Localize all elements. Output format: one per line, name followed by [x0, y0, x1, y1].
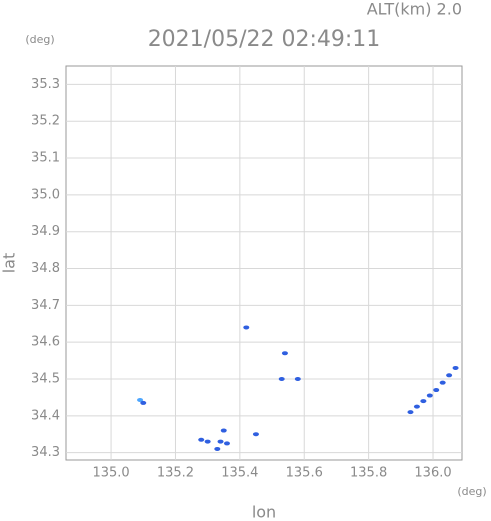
x-unit: (deg) [457, 485, 486, 498]
y-tick-label: 35.2 [31, 114, 60, 129]
echo-point [223, 441, 230, 446]
y-tick-label: 35.3 [31, 77, 60, 92]
echo-point [217, 439, 224, 444]
y-tick-label: 34.8 [31, 261, 60, 276]
echo-point [407, 410, 414, 415]
echo-point [243, 325, 250, 330]
x-tick-label: 135.4 [221, 466, 258, 481]
echo-point [204, 439, 211, 444]
x-tick-label: 135.2 [157, 466, 194, 481]
echo-point [294, 376, 301, 381]
echo-point [426, 393, 433, 398]
y-tick-label: 34.7 [31, 298, 60, 313]
altitude-label: ALT(km) 2.0 [367, 0, 462, 19]
x-tick-label: 136.0 [414, 466, 451, 481]
x-tick-label: 135.8 [350, 466, 387, 481]
echo-point [220, 428, 227, 433]
echo-point [433, 388, 440, 393]
plot-frame [65, 65, 463, 461]
echo-point [278, 376, 285, 381]
y-tick-label: 34.4 [31, 408, 60, 423]
echo-point [413, 404, 420, 409]
echo-point [214, 446, 221, 451]
echo-point [420, 399, 427, 404]
echo-point [140, 400, 147, 405]
echo-point [137, 397, 144, 402]
y-tick-label: 34.6 [31, 335, 60, 350]
y-tick-label: 35.1 [31, 151, 60, 166]
y-unit: (deg) [25, 33, 54, 46]
y-axis-label: lat [0, 253, 19, 274]
chart-title: 2021/05/22 02:49:11 [148, 27, 381, 52]
x-axis-label: lon [252, 503, 276, 521]
x-tick-label: 135.0 [92, 466, 129, 481]
echo-point [446, 373, 453, 378]
y-tick-label: 35.0 [31, 187, 60, 202]
y-tick-label: 34.9 [31, 224, 60, 239]
echo-point [281, 351, 288, 356]
y-tick-label: 34.5 [31, 371, 60, 386]
echo-point [252, 432, 259, 437]
echo-point [439, 380, 446, 385]
echo-point [452, 365, 459, 370]
echo-point [198, 437, 205, 442]
x-tick-label: 135.6 [286, 466, 323, 481]
y-tick-label: 34.3 [31, 445, 60, 460]
